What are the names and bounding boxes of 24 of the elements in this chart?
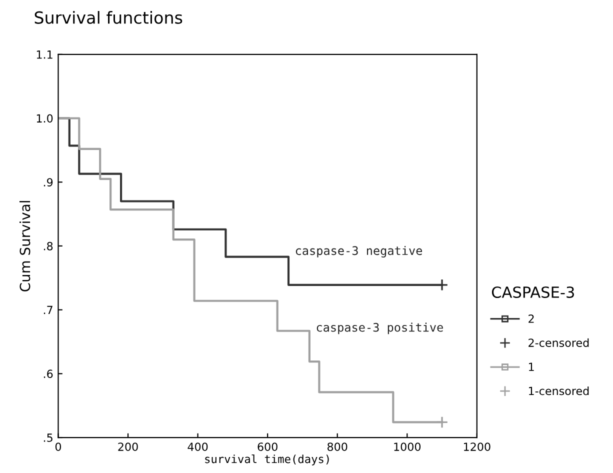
legend-label: 2-censored <box>528 338 589 347</box>
legend-label: 1 <box>528 362 534 371</box>
x-tick-label: 200 <box>118 442 138 451</box>
x-tick-label: 0 <box>55 442 62 451</box>
x-axis-title: survival time(days) <box>205 454 329 466</box>
y-tick-label: .8 <box>44 242 53 250</box>
chart-title: Survival functions <box>34 10 182 24</box>
legend-label: 2 <box>528 314 534 323</box>
y-tick-label: 1.1 <box>36 50 52 59</box>
x-tick-label: 1000 <box>394 442 421 451</box>
annotation: caspase-3 negative <box>296 246 422 258</box>
x-tick-label: 800 <box>328 442 348 451</box>
y-tick-label: .9 <box>44 178 53 186</box>
x-tick-label: 400 <box>188 442 208 451</box>
y-tick-label: .7 <box>44 306 52 314</box>
y-tick-label: .6 <box>44 370 53 378</box>
annotation: caspase-3 positive <box>316 322 443 334</box>
y-axis-title: Cum Survival <box>19 201 30 292</box>
x-tick-label: 1200 <box>464 442 490 451</box>
x-tick-label: 600 <box>258 442 278 451</box>
legend-title: CASPASE-3 <box>492 286 574 298</box>
legend-label: 1-censored <box>528 386 589 396</box>
y-tick-label: 1.0 <box>36 114 53 123</box>
y-tick-label: .5 <box>44 434 52 442</box>
